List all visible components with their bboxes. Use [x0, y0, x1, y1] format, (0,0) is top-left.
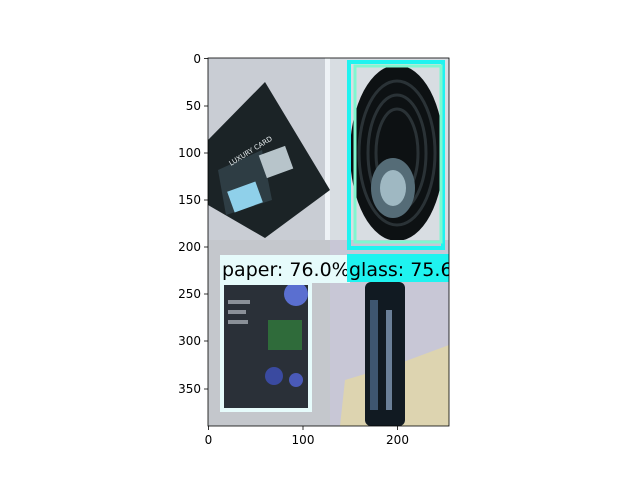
detection-paper: paper: 76.0% [220, 255, 350, 412]
y-tick-label: 0 [193, 52, 201, 66]
y-tick-label: 250 [178, 287, 201, 301]
y-tick-label: 200 [178, 240, 201, 254]
x-tick-label: 200 [386, 433, 409, 447]
panel-top-left: LUXURY CARD [208, 58, 335, 244]
detection-label-paper: paper: 76.0% [222, 259, 350, 281]
y-tick-label: 350 [178, 382, 201, 396]
detection-glass: glass: 75.6% [347, 60, 471, 282]
x-tick-label: 100 [292, 433, 315, 447]
y-tick-label: 150 [178, 193, 201, 207]
x-tick-label: 0 [205, 433, 213, 447]
x-axis: 0 100 200 [205, 426, 409, 447]
y-tick-label: 50 [186, 99, 201, 113]
axes-frame [207, 57, 450, 427]
y-axis: 0 50 100 150 200 250 300 350 [178, 52, 208, 396]
y-tick-label: 100 [178, 146, 201, 160]
y-tick-label: 300 [178, 334, 201, 348]
detection-label-glass: glass: 75.6% [349, 259, 471, 281]
